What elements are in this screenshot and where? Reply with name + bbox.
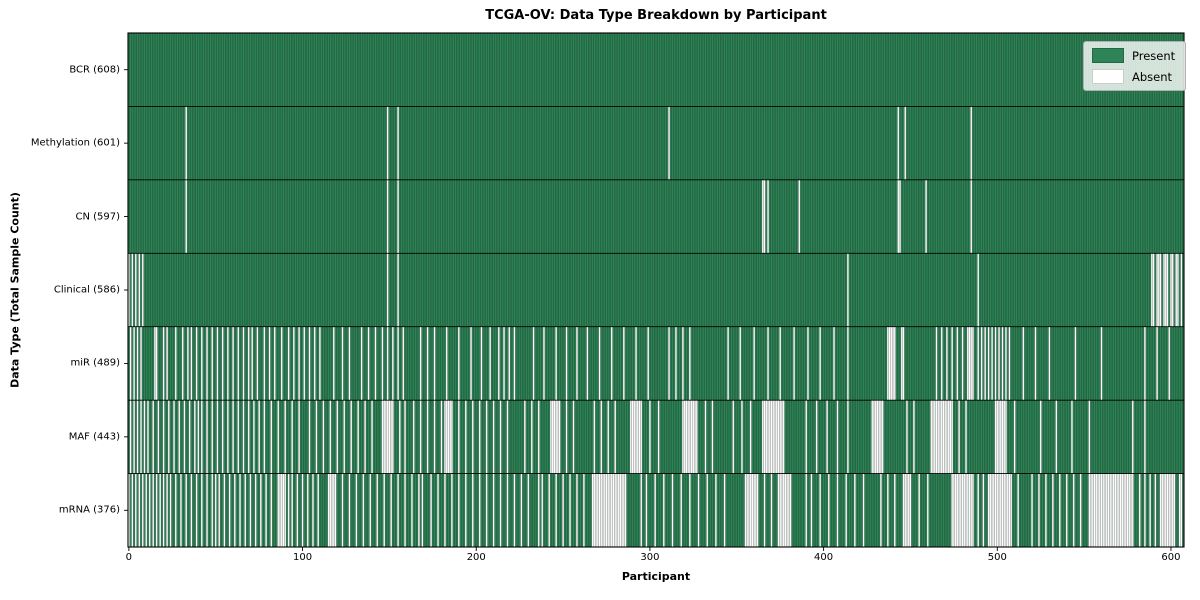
y-tick-label-MAF: MAF (443)	[68, 431, 120, 443]
x-tick-label-600: 600	[1161, 552, 1181, 563]
x-tick-label-500: 500	[987, 552, 1007, 563]
x-tick-label-300: 300	[640, 552, 660, 563]
legend-present-swatch	[1092, 48, 1124, 63]
y-tick-label-miR: miR (489)	[70, 357, 120, 369]
legend-entry-present: Present	[1092, 48, 1175, 63]
x-axis-label: Participant	[621, 570, 691, 583]
y-tick-label-Methylation: Methylation (601)	[30, 137, 120, 149]
legend-present-label: Present	[1132, 48, 1176, 63]
legend-absent-swatch	[1092, 69, 1124, 84]
legend-absent-label: Absent	[1132, 69, 1173, 84]
y-tick-label-Clinical: Clinical (586)	[53, 284, 120, 296]
x-tick-label-100: 100	[293, 552, 313, 563]
y-tick-label-BCR: BCR (608)	[69, 64, 120, 76]
y-tick-label-CN: CN (597)	[75, 211, 120, 223]
y-axis-label: Data Type (Total Sample Count)	[8, 192, 22, 388]
x-tick-label-400: 400	[814, 552, 834, 563]
legend: Present Absent	[1083, 41, 1187, 91]
x-tick-label-0: 0	[125, 552, 133, 563]
legend-entry-absent: Absent	[1092, 69, 1175, 84]
y-tick-label-mRNA: mRNA (376)	[58, 504, 120, 516]
x-tick-label-200: 200	[466, 552, 486, 563]
